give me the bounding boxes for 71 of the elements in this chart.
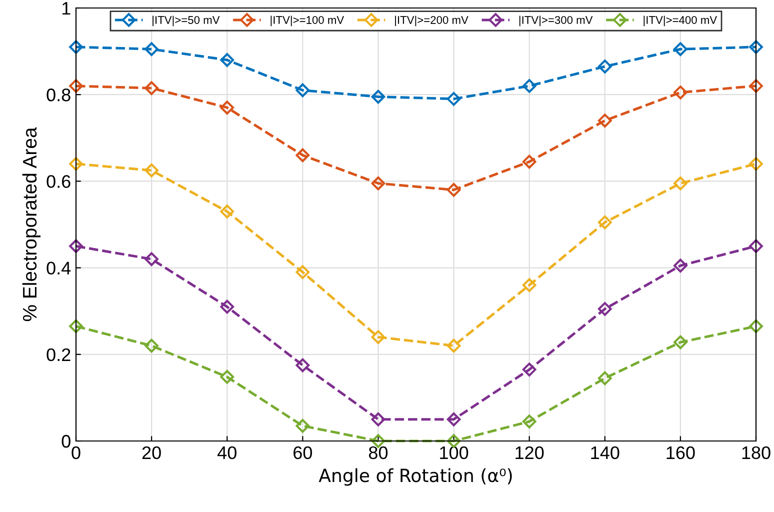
point xyxy=(674,335,688,350)
legend-label: |ITV|>=200 mV xyxy=(395,16,468,26)
point xyxy=(296,265,310,280)
point xyxy=(220,53,234,67)
y-tick-label: 0.2 xyxy=(46,348,70,362)
point xyxy=(371,176,386,190)
x-tick-label: 80 xyxy=(368,446,388,460)
point xyxy=(749,239,763,254)
point xyxy=(674,176,688,190)
point xyxy=(598,215,612,230)
point xyxy=(522,362,536,376)
point xyxy=(296,418,310,433)
x-axis-title: Angle of Rotation (α⁰) xyxy=(318,468,512,486)
y-tick-label: 0.8 xyxy=(46,88,70,102)
x-tick-label: 160 xyxy=(666,446,695,460)
point xyxy=(749,319,763,334)
y-tick-label: 0.6 xyxy=(46,175,70,188)
point xyxy=(446,338,461,353)
point xyxy=(598,371,612,386)
x-tick-label: 120 xyxy=(516,446,544,460)
point xyxy=(144,42,158,56)
point xyxy=(296,148,310,162)
point xyxy=(220,100,234,115)
point xyxy=(296,358,310,372)
point xyxy=(522,414,536,428)
point xyxy=(220,204,234,218)
point xyxy=(522,79,536,93)
point xyxy=(144,252,158,266)
point xyxy=(69,79,83,93)
point xyxy=(446,92,461,106)
point xyxy=(749,79,763,93)
point xyxy=(220,370,234,384)
legend-label: |ITV|>=100 mV xyxy=(270,16,344,26)
y-tick-label: 0 xyxy=(62,434,70,448)
point xyxy=(144,163,158,178)
legend-label: |ITV|>=400 mV xyxy=(644,16,718,26)
y-tick-label: 0.4 xyxy=(46,262,71,275)
y-tick-label: 1 xyxy=(62,2,70,15)
point xyxy=(749,156,763,171)
point xyxy=(522,278,536,292)
point xyxy=(69,319,83,334)
x-tick-label: 100 xyxy=(440,446,468,460)
point xyxy=(69,40,83,54)
point xyxy=(598,114,612,128)
point xyxy=(674,42,688,56)
y-axis-title: % Electroporated Area xyxy=(22,127,40,322)
point xyxy=(296,83,310,98)
point xyxy=(749,40,763,54)
point xyxy=(598,302,612,316)
point xyxy=(220,300,234,314)
x-tick-label: 140 xyxy=(591,446,620,460)
x-tick-label: 20 xyxy=(142,446,161,460)
point xyxy=(144,338,158,353)
legend-label: |ITV|>=300 mV xyxy=(519,16,593,26)
x-tick-label: 60 xyxy=(294,446,312,460)
point xyxy=(446,412,461,426)
point xyxy=(69,156,83,171)
x-tick-label: 40 xyxy=(217,446,236,460)
point xyxy=(598,60,612,74)
point xyxy=(69,239,83,254)
point xyxy=(371,412,386,426)
point xyxy=(446,182,461,197)
point xyxy=(371,90,386,104)
point xyxy=(144,81,158,96)
x-tick-label: 180 xyxy=(742,446,770,460)
point xyxy=(522,154,536,169)
x-tick-label: 0 xyxy=(72,446,80,460)
legend-label: |ITV|>=50 mV xyxy=(152,16,220,26)
point xyxy=(674,85,688,100)
point xyxy=(674,258,688,273)
point xyxy=(371,330,386,344)
